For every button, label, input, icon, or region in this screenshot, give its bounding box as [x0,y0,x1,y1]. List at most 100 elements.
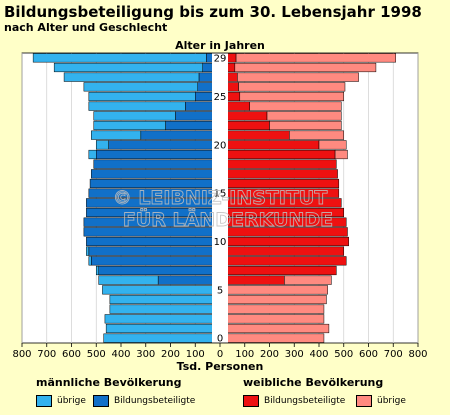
bar-female-other-age-5 [220,285,328,295]
bar-female-edu-age-19 [219,149,336,160]
age-label-25: 25 [214,92,227,103]
legend-label-female-other: übrige [377,396,406,406]
x-tick-label-8: 0 [217,349,223,360]
bar-male-other-age-1 [105,323,221,334]
legend-swatch-male-other [36,395,52,407]
bar-male-other-age-22 [93,120,166,131]
bar-male-other-age-29 [32,53,207,63]
bar-female-other-age-22 [269,120,342,131]
bar-female-other-age-20 [318,140,347,150]
bar-female-other-age-24 [249,101,342,111]
legend-swatch-female-other [356,395,372,407]
bar-female-other-age-2 [219,314,325,324]
x-tick-label-6: 200 [161,349,180,360]
legend-item-male-edu: Bildungsbeteiligte [93,395,195,407]
bar-male-edu-age-19 [96,149,221,160]
age-label-5: 5 [217,285,223,296]
bar-female-other-age-26 [238,82,346,92]
bar-male-other-age-5 [102,285,220,295]
x-tick-label-9: 100 [235,349,254,360]
bar-male-other-age-3 [109,304,221,314]
x-tick-label-10: 200 [260,349,279,360]
bar-male-other-age-20 [96,140,109,150]
bar-male-other-age-27 [63,72,200,82]
bar-female-edu-age-9 [219,246,344,256]
bar-female-edu-age-7 [219,265,337,276]
bar-female-edu-age-21 [219,130,290,140]
bar-male-other-age-21 [91,130,142,140]
bar-male-edu-age-20 [108,140,221,150]
legend-swatch-female-edu [243,395,259,407]
bar-female-other-age-6 [284,275,332,285]
bar-male-edu-age-17 [91,169,221,179]
legend-label-female-edu: Bildungsbeteiligte [264,396,346,406]
legend-item-female-other: übrige [356,395,406,407]
bar-male-other-age-4 [109,294,221,305]
age-label-0: 0 [217,334,223,345]
bar-female-other-age-27 [237,72,359,82]
bar-male-edu-age-7 [98,265,221,276]
bar-male-other-age-6 [98,275,159,285]
bar-female-other-age-29 [235,53,396,63]
legend-label-male-other: übrige [57,396,86,406]
x-tick-label-0: 800 [12,349,31,360]
x-tick-label-7: 100 [186,349,205,360]
watermark-line-1: © LEIBNIZ-INSTITUT [113,187,328,209]
bar-female-other-age-0 [219,333,325,343]
bar-female-edu-age-10 [219,236,349,247]
legend-swatch-male-edu [93,395,109,407]
bar-male-edu-age-22 [165,120,221,131]
x-axis-label: Tsd. Personen [177,360,264,373]
x-tick-label-1: 700 [37,349,56,360]
bar-female-edu-age-8 [219,256,347,266]
chart-subtitle: nach Alter und Geschlecht [4,21,168,34]
age-column [212,53,228,343]
bar-female-other-age-25 [239,91,344,102]
x-tick-label-15: 700 [384,349,403,360]
bar-male-edu-age-10 [86,236,221,247]
legend-item-female-edu: Bildungsbeteiligte [243,395,345,407]
bar-male-edu-age-18 [93,159,221,169]
legend-label-male-edu: Bildungsbeteiligte [114,396,196,406]
bar-female-other-age-21 [289,130,344,140]
bar-female-other-age-28 [234,62,377,73]
bar-male-edu-age-6 [157,275,221,285]
legend-female-heading: weibliche Bevölkerung [243,376,384,389]
x-tick-label-13: 500 [334,349,353,360]
bar-male-other-age-19 [88,149,97,160]
bar-female-other-age-1 [219,323,330,334]
bar-male-other-age-26 [83,82,198,92]
x-tick-label-14: 600 [359,349,378,360]
bar-female-other-age-3 [219,304,325,314]
x-tick-label-11: 300 [285,349,304,360]
bar-female-other-age-4 [219,294,327,305]
y-axis-label: Alter in Jahren [175,39,265,52]
x-tick-label-4: 400 [111,349,130,360]
bar-male-edu-age-21 [140,130,221,140]
watermark-line-2: FÜR LÄNDERKUNDE [123,207,333,231]
bar-male-other-age-7 [96,265,99,276]
age-label-29: 29 [214,53,227,64]
bar-male-other-age-24 [88,101,186,111]
legend-male-heading: männliche Bevölkerung [36,376,182,389]
age-label-10: 10 [214,237,227,248]
bar-male-edu-age-8 [91,256,221,266]
bar-male-other-age-8 [88,256,92,266]
bar-female-edu-age-18 [219,159,337,169]
bar-male-other-age-28 [53,62,203,73]
x-tick-label-16: 800 [408,349,427,360]
bar-female-edu-age-6 [219,275,285,285]
age-label-15: 15 [214,189,227,200]
x-tick-label-2: 600 [62,349,81,360]
bar-male-other-age-0 [103,333,221,343]
x-tick-label-12: 400 [309,349,328,360]
legend-item-male-other: übrige [36,395,86,407]
bar-male-other-age-9 [86,246,90,256]
age-label-20: 20 [214,140,227,151]
bar-male-other-age-25 [88,91,196,102]
bar-female-other-age-19 [334,149,348,160]
bar-male-edu-age-9 [88,246,221,256]
chart-title: Bildungsbeteiligung bis zum 30. Lebensja… [4,3,422,21]
